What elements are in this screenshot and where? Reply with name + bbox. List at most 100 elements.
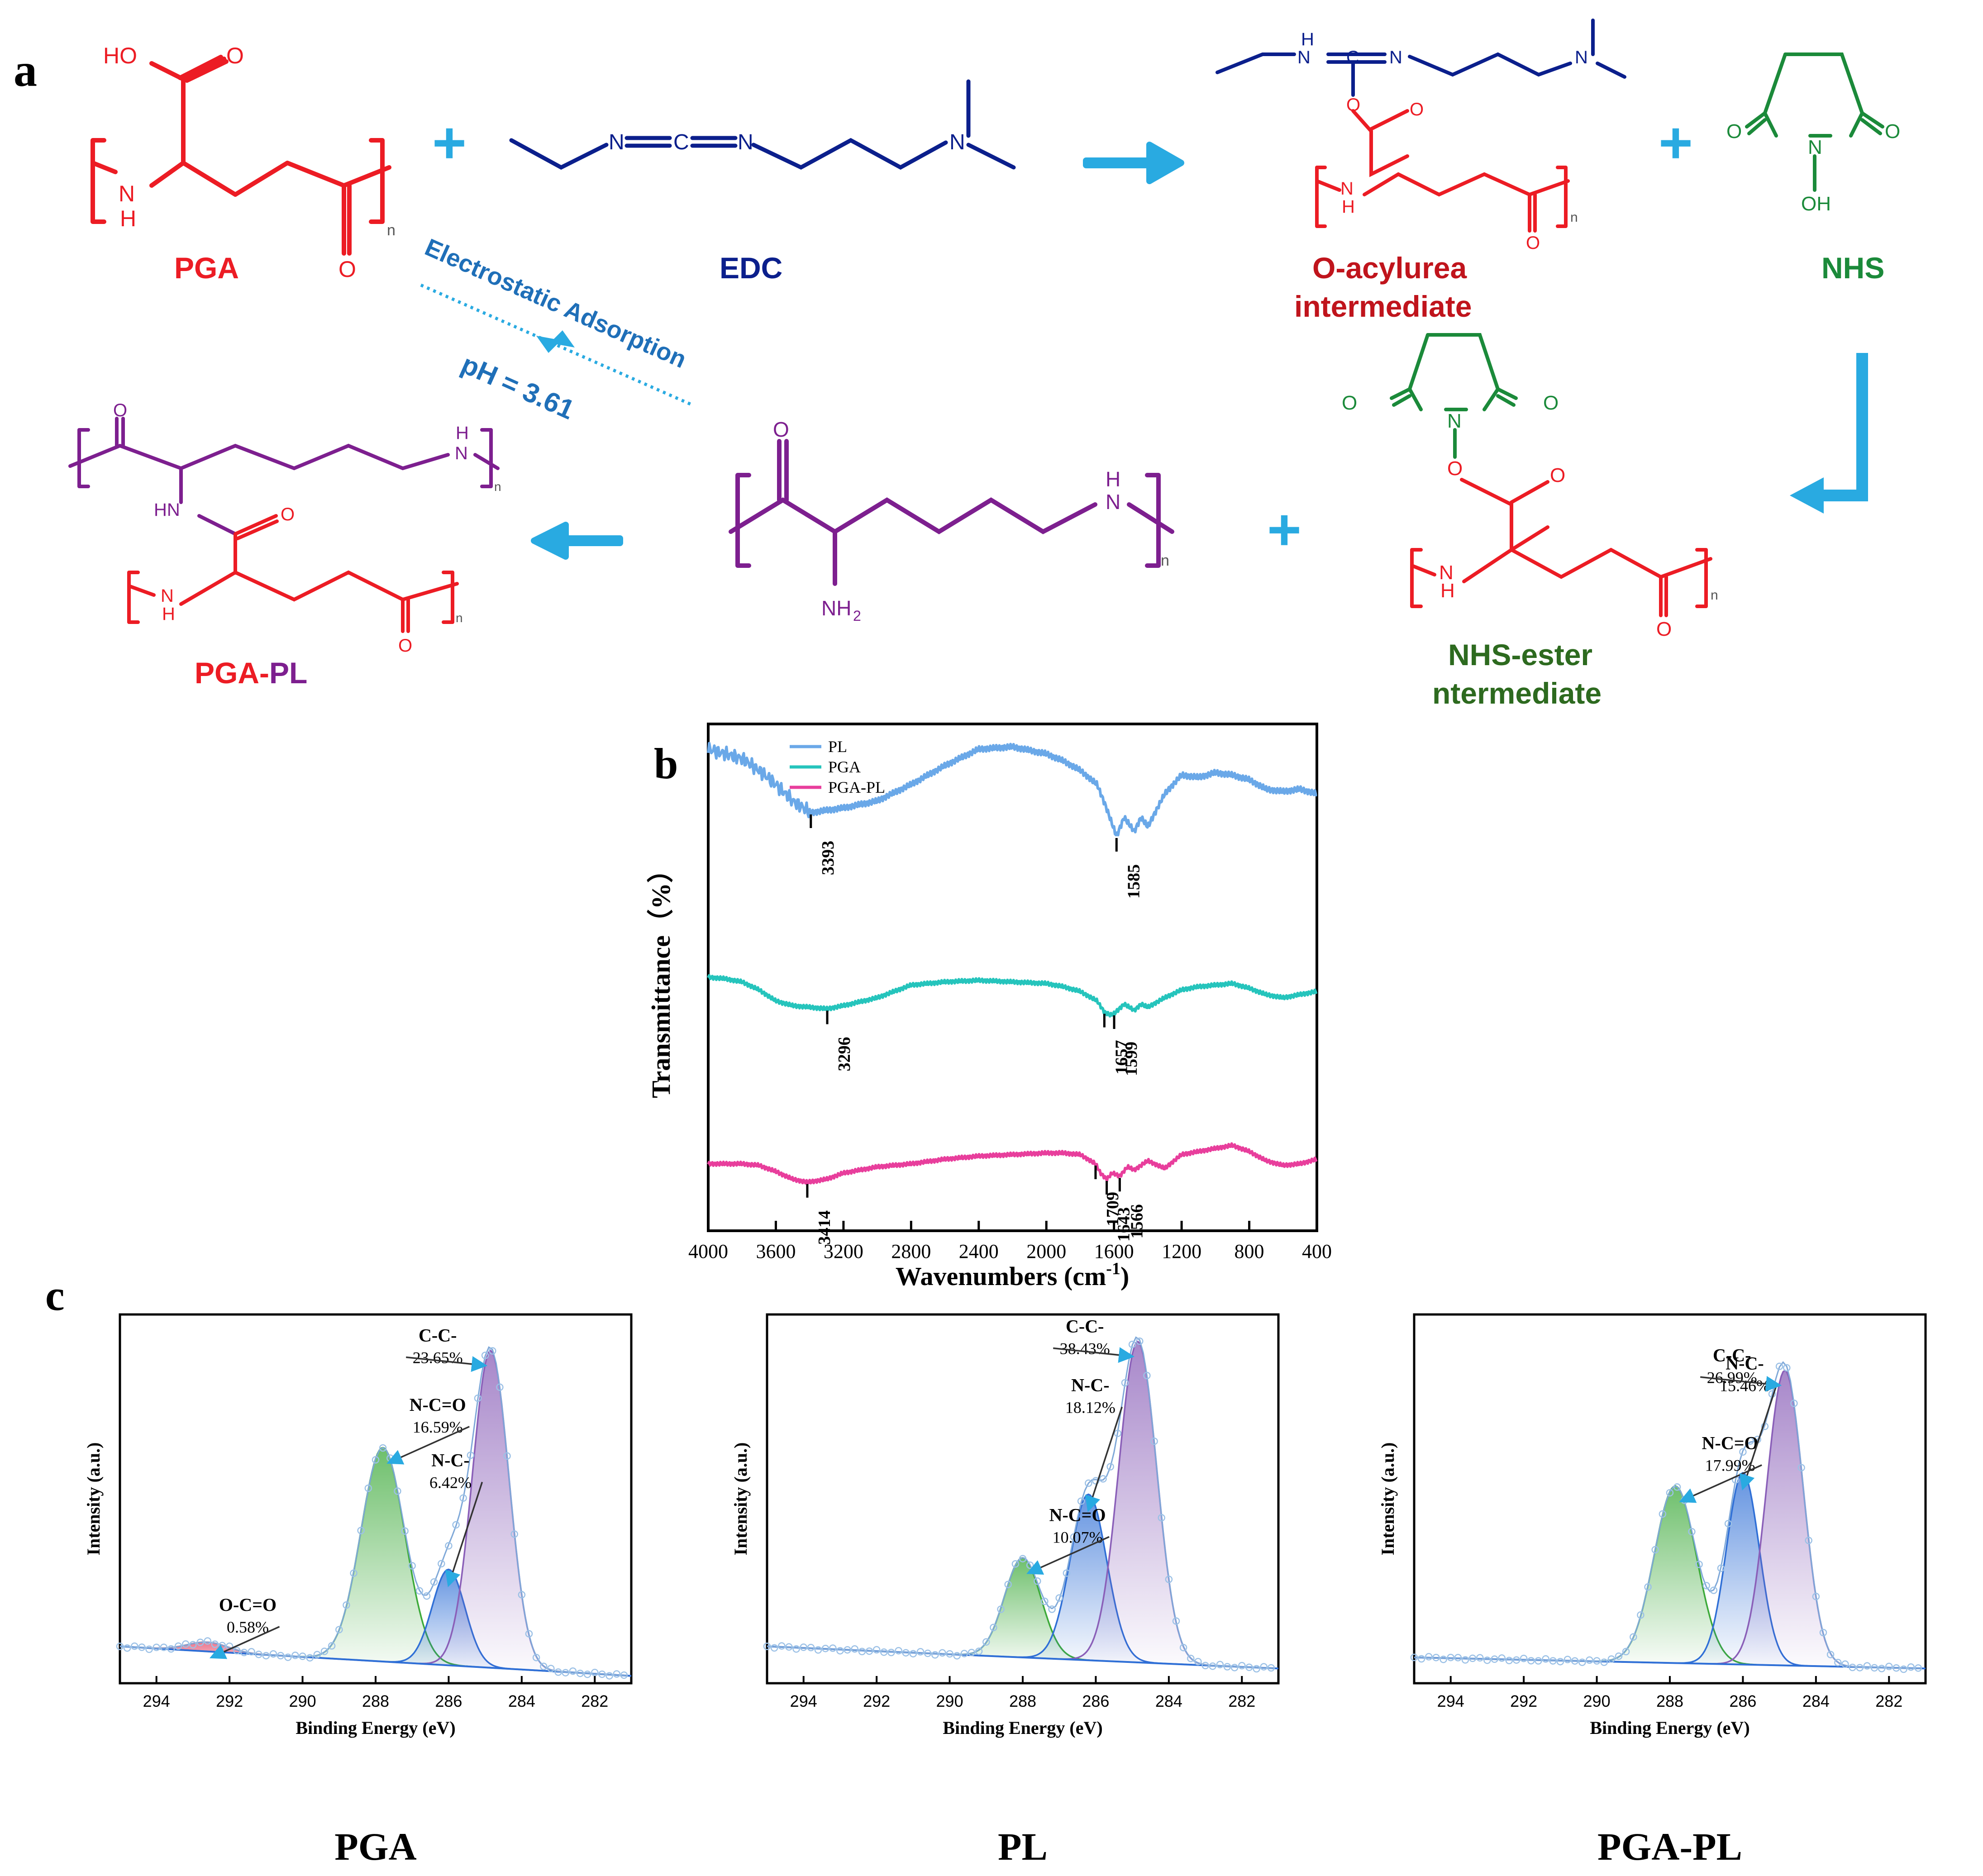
ftir-y-axis-label: Transmittance（%） xyxy=(646,857,676,1098)
xps-data-point xyxy=(1143,1371,1151,1380)
pga-atom-n: N xyxy=(119,181,135,206)
pga-atom-h: H xyxy=(120,206,136,231)
xps-data-point xyxy=(547,1665,555,1672)
xps-data-point xyxy=(1914,1664,1922,1672)
ftir-x-tick-label: 800 xyxy=(1235,1240,1264,1262)
nhs-ester-atom-o-left: O xyxy=(1342,392,1357,414)
xps-data-point xyxy=(1136,1337,1144,1345)
xps-data-point xyxy=(1870,1664,1878,1672)
pga-pl-label: PGA-PL xyxy=(195,656,307,690)
ftir-peak-label: 1585 xyxy=(1124,864,1143,899)
xps-peak-arrow xyxy=(1739,1385,1778,1491)
xps-data-point xyxy=(1201,1662,1209,1670)
xps-data-point xyxy=(1622,1647,1630,1656)
xps-data-point xyxy=(1520,1654,1528,1662)
xps-data-point xyxy=(916,1648,925,1656)
xps-x-axis-label: Binding Energy (eV) xyxy=(943,1718,1102,1738)
xps-data-point xyxy=(1223,1663,1231,1671)
xps-data-point xyxy=(1253,1665,1260,1673)
xps-data-point xyxy=(1454,1654,1462,1662)
xps-data-point xyxy=(299,1652,306,1660)
xps-data-point xyxy=(1739,1448,1747,1456)
xps-x-tick-label: 286 xyxy=(435,1692,462,1710)
xps-data-point xyxy=(1630,1633,1637,1641)
ftir-peak-label: 1599 xyxy=(1122,1042,1141,1076)
nhs-structure xyxy=(1745,52,1884,192)
xps-data-point xyxy=(459,1494,467,1502)
xps-x-tick-label: 286 xyxy=(1729,1692,1756,1710)
xps-data-point xyxy=(1041,1597,1049,1605)
nhs-atom-o-right: O xyxy=(1885,120,1900,143)
xps-peak-fill xyxy=(1414,1486,1926,1669)
xps-data-point xyxy=(401,1527,409,1535)
xps-data-point xyxy=(902,1649,910,1657)
xps-data-point xyxy=(116,1643,124,1650)
ftir-x-tick-label: 3200 xyxy=(824,1240,863,1262)
xps-data-point xyxy=(895,1647,902,1655)
xps-peak-name: C-C- xyxy=(419,1325,457,1345)
xps-data-point xyxy=(372,1456,380,1464)
xps-data-point xyxy=(1527,1657,1535,1665)
xps-x-tick-label: 286 xyxy=(1082,1692,1109,1710)
pga-pl-atom-o-bottom: O xyxy=(398,636,412,656)
xps-data-point xyxy=(1607,1655,1616,1663)
xps-peak-arrow xyxy=(445,1481,483,1587)
pga-pl-atom-o-amide: O xyxy=(281,505,295,524)
xps-data-point xyxy=(1659,1510,1667,1518)
xps-data-point xyxy=(328,1642,336,1650)
xps-data-point xyxy=(357,1527,365,1534)
xps-peak-name: N-C=O xyxy=(410,1395,466,1415)
xps-x-tick-label: 290 xyxy=(289,1692,316,1710)
xps-peak-fill xyxy=(120,1447,631,1676)
xps-x-axis-label: Binding Energy (eV) xyxy=(1590,1718,1749,1738)
xps-data-point xyxy=(1070,1533,1078,1541)
xps-data-point xyxy=(335,1626,343,1633)
xps-peak-name: C-C- xyxy=(1713,1345,1751,1365)
pga-pl-subscript-n-top: n xyxy=(494,480,501,494)
xps-data-point xyxy=(174,1642,182,1650)
ftir-x-tick-label: 2400 xyxy=(959,1240,999,1262)
pl-atom-nh2-subscript: 2 xyxy=(853,608,861,624)
o-acyl-atom-n4: N xyxy=(1340,179,1354,199)
pga-label: PGA xyxy=(174,251,239,285)
reaction-arrow-2-head xyxy=(1790,477,1824,514)
xps-data-point xyxy=(1238,1662,1246,1670)
xps-x-axis-label: Binding Energy (eV) xyxy=(296,1718,455,1738)
xps-data-point xyxy=(591,1669,599,1676)
xps-peak-percent: 23.65% xyxy=(413,1348,463,1367)
xps-peak-arrow xyxy=(386,1426,470,1465)
xps-data-point xyxy=(1673,1483,1681,1491)
xps-data-point xyxy=(1498,1654,1506,1662)
panel-a-reaction-scheme: a HO O N H O n PGA + N C N N EDC xyxy=(14,19,1900,710)
nhs-ester-atom-h: H xyxy=(1440,580,1455,602)
xps-data-point xyxy=(167,1645,175,1653)
edc-atom-n3: N xyxy=(949,130,965,154)
nhs-ester-structure xyxy=(1390,333,1712,617)
xps-peak-fill xyxy=(1414,1370,1926,1669)
xps-data-point xyxy=(1216,1661,1224,1669)
xps-data-point xyxy=(1564,1656,1572,1663)
xps-data-point xyxy=(997,1605,1005,1613)
xps-data-point xyxy=(1011,1560,1020,1568)
edc-label: EDC xyxy=(720,251,782,285)
ftir-x-tick-label: 1600 xyxy=(1094,1240,1134,1262)
xps-data-point xyxy=(131,1642,138,1650)
xps-data-point xyxy=(350,1569,358,1577)
xps-caption: PL xyxy=(998,1825,1048,1868)
xps-data-point xyxy=(1578,1658,1586,1666)
electrostatic-dotted-arrow xyxy=(420,283,693,407)
xps-data-point xyxy=(408,1562,416,1570)
xps-data-point xyxy=(975,1647,983,1655)
xps-data-point xyxy=(770,1644,778,1652)
xps-data-point xyxy=(858,1647,866,1656)
xps-data-point xyxy=(1063,1569,1071,1577)
xps-data-point xyxy=(1512,1656,1521,1664)
ftir-line-pga-pl xyxy=(707,1142,1318,1185)
nhs-ester-label-1: NHS-ester xyxy=(1448,638,1592,671)
xps-y-axis-label: Intensity (a.u.) xyxy=(1378,1442,1398,1555)
xps-data-point xyxy=(1114,1429,1122,1437)
xps-data-point xyxy=(1812,1593,1820,1600)
xps-data-point xyxy=(430,1578,438,1586)
xps-peak-fill xyxy=(767,1341,1278,1669)
xps-data-point xyxy=(1209,1662,1216,1670)
